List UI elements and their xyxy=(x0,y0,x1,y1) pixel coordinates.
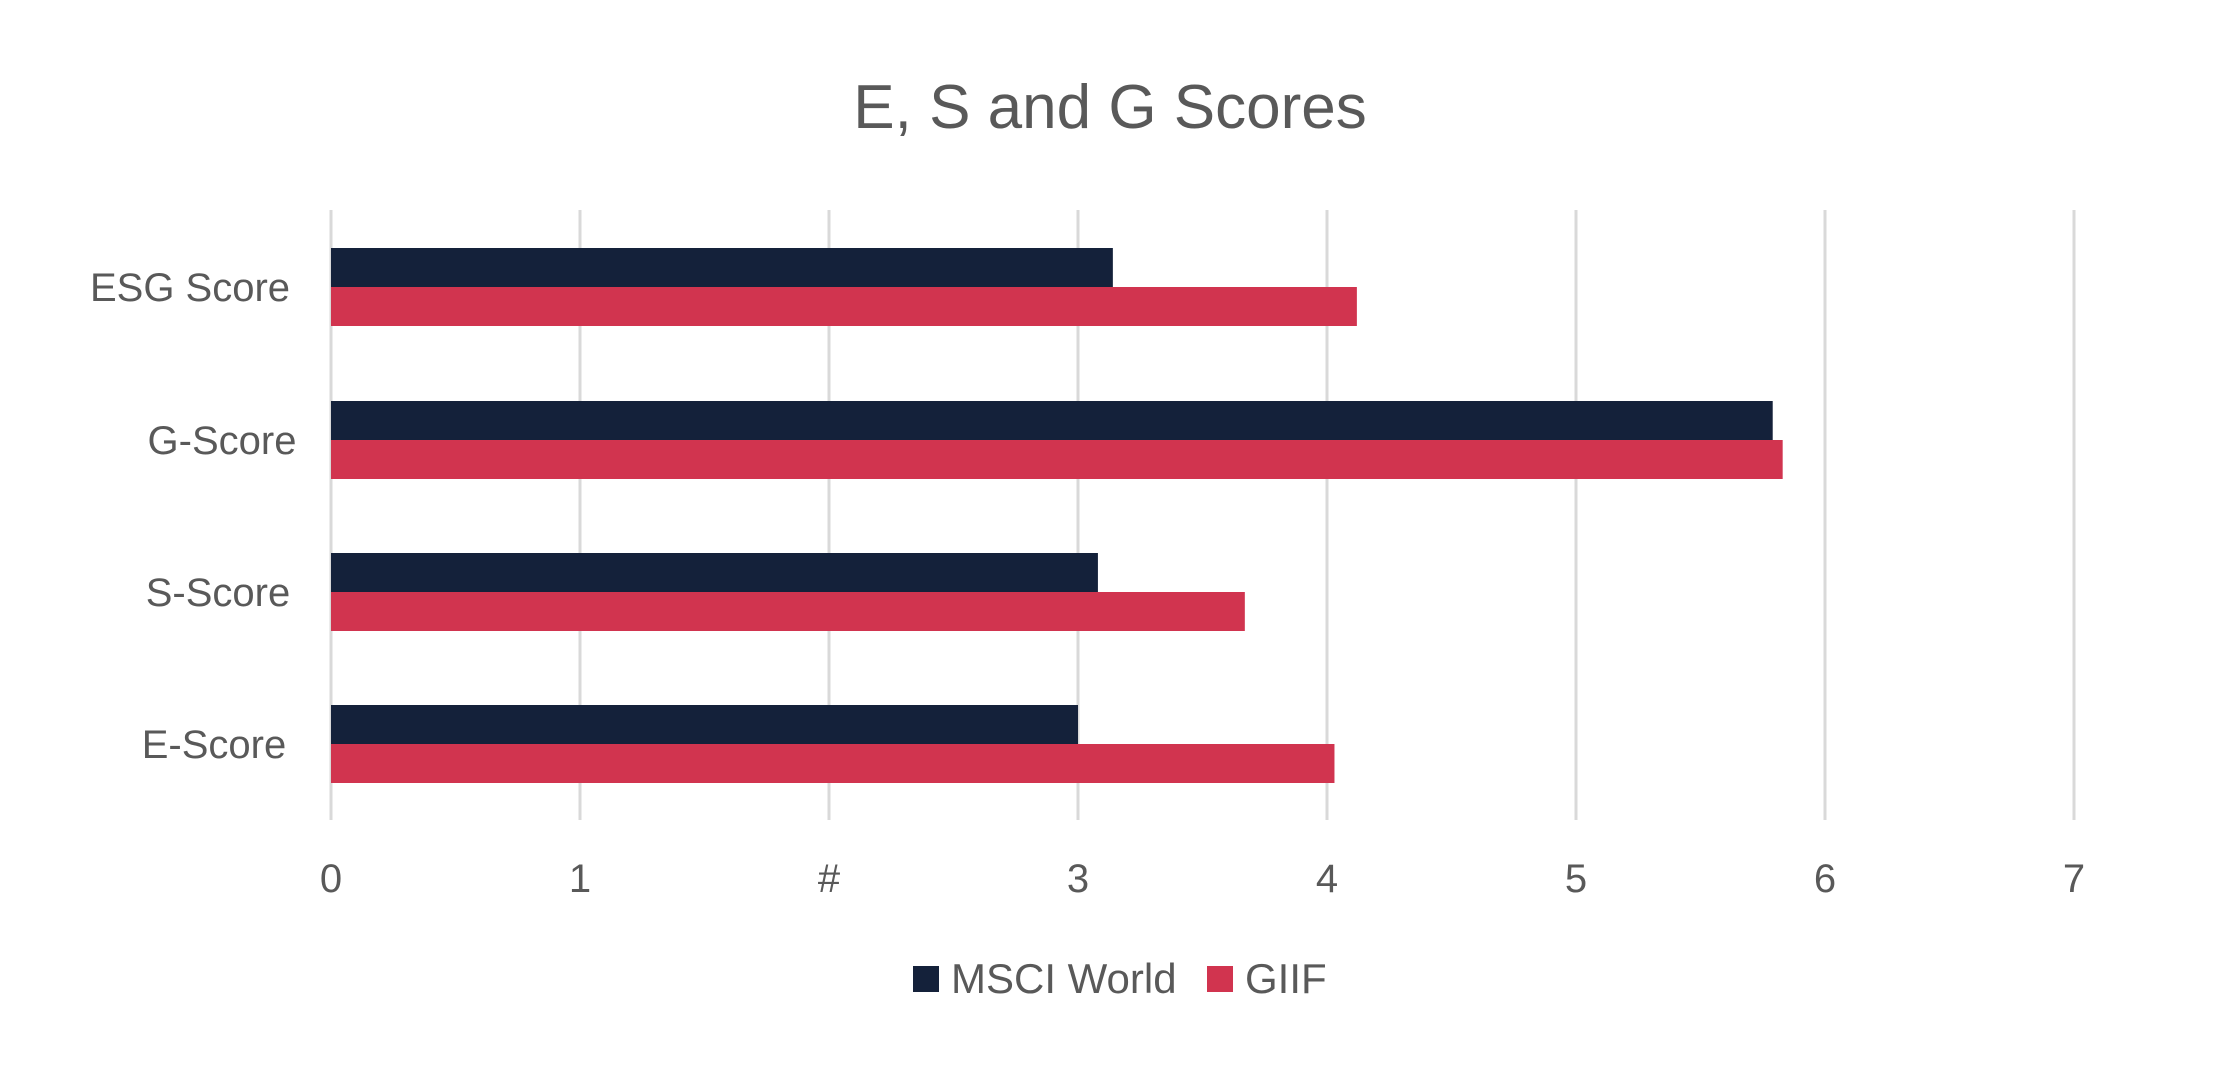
category-label: G-Score xyxy=(148,419,297,463)
legend: MSCI World GIIF xyxy=(913,955,1327,1002)
category-label: ESG Score xyxy=(90,266,290,310)
x-tick-label: 3 xyxy=(1067,857,1089,901)
legend-swatch-msci-world xyxy=(913,966,939,992)
bar-giif-e-score xyxy=(331,744,1335,783)
legend-label: MSCI World xyxy=(951,955,1177,1002)
bar-giif-s-score xyxy=(331,592,1245,631)
x-tick-label: 7 xyxy=(2063,857,2085,901)
chart-title: E, S and G Scores xyxy=(853,73,1366,142)
x-tick-label: 4 xyxy=(1316,857,1338,901)
bars xyxy=(331,248,1783,783)
x-tick-label: 1 xyxy=(569,857,591,901)
x-tick-label: 0 xyxy=(320,857,342,901)
bar-giif-esg-score xyxy=(331,287,1357,326)
category-label: S-Score xyxy=(146,571,291,615)
x-axis-ticks: 0 1 #3 4 5 6 7 xyxy=(320,857,2085,901)
legend-label: GIIF xyxy=(1245,955,1327,1002)
category-label: E-Score xyxy=(142,723,287,767)
bar-msci-world-g-score xyxy=(331,401,1773,440)
x-tick-label: 5 xyxy=(1565,857,1587,901)
bar-giif-g-score xyxy=(331,440,1783,479)
legend-swatch-giif xyxy=(1207,966,1233,992)
x-tick-label: 6 xyxy=(1814,857,1836,901)
bar-msci-world-esg-score xyxy=(331,248,1113,287)
bar-msci-world-s-score xyxy=(331,553,1098,592)
bar-msci-world-e-score xyxy=(331,705,1078,744)
category-labels: ESG Score G-Score S-Score E-Score xyxy=(90,266,297,767)
x-tick-label: # xyxy=(818,857,841,901)
